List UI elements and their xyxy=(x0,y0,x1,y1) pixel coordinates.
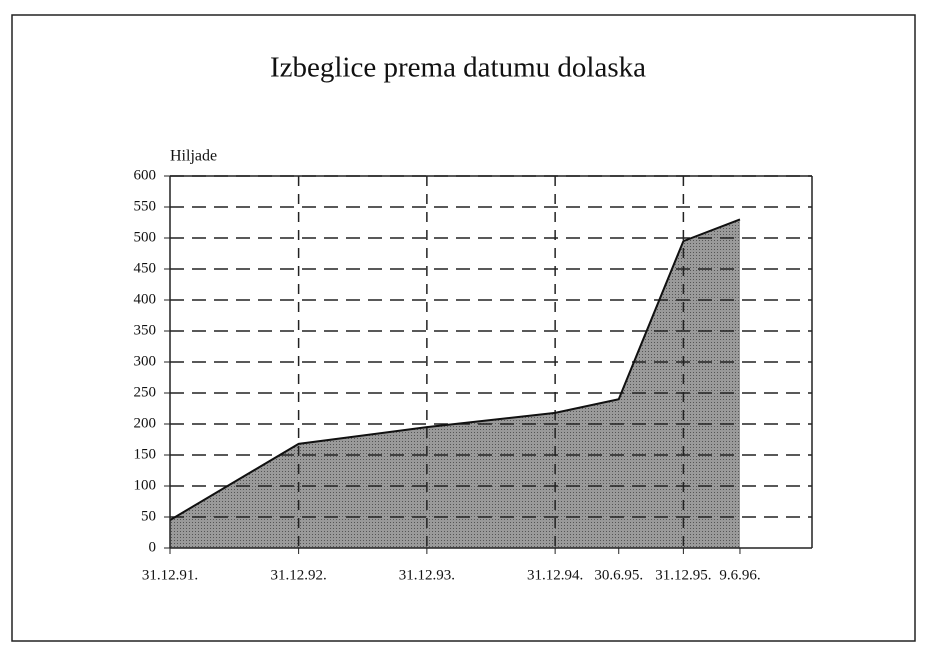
y-tick-label: 550 xyxy=(134,198,157,214)
x-tick-label: 30.6.95. xyxy=(594,567,643,583)
x-tick-label: 31.12.93. xyxy=(399,567,455,583)
y-tick-label: 400 xyxy=(134,291,157,307)
frame xyxy=(11,14,916,642)
x-tick-label: 31.12.91. xyxy=(142,567,198,583)
y-tick-label: 350 xyxy=(134,322,157,338)
y-tick-label: 450 xyxy=(134,260,157,276)
y-tick-label: 50 xyxy=(141,508,156,524)
y-tick-label: 600 xyxy=(134,167,157,183)
x-tick-label: 9.6.96. xyxy=(719,567,760,583)
y-tick-label: 250 xyxy=(134,384,157,400)
x-tick-label: 31.12.92. xyxy=(270,567,326,583)
x-tick-label: 31.12.94. xyxy=(527,567,583,583)
y-tick-label: 200 xyxy=(134,415,157,431)
area xyxy=(170,219,740,548)
y-tick-label: 0 xyxy=(149,539,157,555)
y-tick-label: 300 xyxy=(134,353,157,369)
y-tick-label: 100 xyxy=(134,477,157,493)
x-tick-label: 31.12.95. xyxy=(655,567,711,583)
y-axis-label: Hiljade xyxy=(170,148,217,165)
y-tick-label: 500 xyxy=(134,229,157,245)
y-tick-label: 150 xyxy=(134,446,157,462)
area-line xyxy=(169,218,741,521)
chart-title: Izbeglice prema datumu dolaska xyxy=(270,52,646,84)
